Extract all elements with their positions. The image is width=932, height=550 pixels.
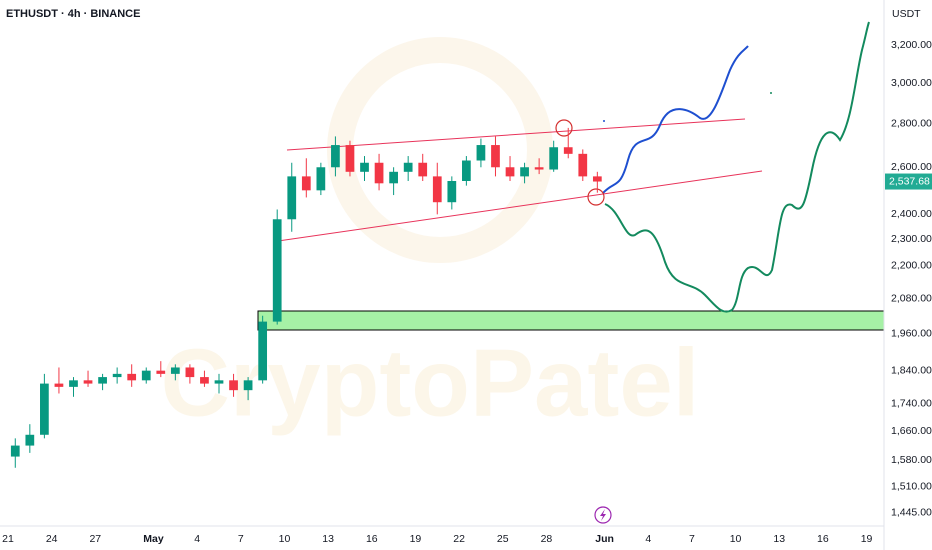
x-tick-label: 13 bbox=[773, 533, 785, 545]
y-tick-label: 2,400.00 bbox=[891, 208, 932, 220]
candle-body bbox=[374, 162, 384, 184]
dot bbox=[770, 92, 772, 94]
candle-body bbox=[141, 370, 151, 381]
candle-body bbox=[447, 180, 457, 203]
candle-body bbox=[476, 145, 486, 161]
candle-body bbox=[592, 176, 602, 182]
candle-body bbox=[389, 171, 398, 184]
candle-body bbox=[214, 380, 224, 384]
x-tick-label: 27 bbox=[89, 533, 101, 545]
y-unit: USDT bbox=[892, 8, 921, 20]
projection-bearish bbox=[604, 21, 870, 313]
candle-body bbox=[69, 380, 78, 387]
candle-body bbox=[185, 367, 195, 378]
candle-body bbox=[360, 162, 369, 172]
channel-upper bbox=[286, 118, 746, 151]
x-tick-label: Jun bbox=[595, 533, 614, 545]
candle-body bbox=[83, 380, 93, 384]
event-icon-bolt bbox=[600, 509, 606, 521]
candle-body bbox=[403, 162, 413, 172]
candle-body bbox=[549, 147, 559, 170]
candle-body bbox=[432, 176, 442, 203]
candle-body bbox=[462, 160, 471, 181]
y-tick-label: 3,200.00 bbox=[891, 39, 932, 51]
y-tick-label: 3,000.00 bbox=[891, 77, 932, 89]
x-tick-label: 10 bbox=[730, 533, 742, 545]
dot bbox=[603, 120, 605, 122]
highlight-circle bbox=[587, 188, 605, 206]
y-tick-label: 2,080.00 bbox=[891, 292, 932, 304]
channel-lower bbox=[277, 170, 763, 242]
candle-body bbox=[10, 445, 20, 457]
watermark-logo bbox=[327, 37, 553, 263]
y-tick-label: 1,740.00 bbox=[891, 397, 932, 409]
y-tick-label: 1,510.00 bbox=[891, 481, 932, 493]
x-tick-label: 19 bbox=[861, 533, 873, 545]
highlight-circle bbox=[555, 119, 573, 137]
candle-body bbox=[272, 219, 282, 322]
last-price-tag bbox=[885, 173, 932, 190]
candle-body bbox=[25, 434, 35, 446]
x-tick-label: 28 bbox=[541, 533, 553, 545]
projection-bullish bbox=[602, 45, 749, 194]
x-tick-label: 24 bbox=[46, 533, 58, 545]
x-tick-label: May bbox=[143, 533, 164, 545]
x-tick-label: 7 bbox=[238, 533, 244, 545]
candle-body bbox=[258, 321, 268, 381]
y-tick-label: 2,300.00 bbox=[891, 233, 932, 245]
candle-body bbox=[40, 383, 49, 435]
y-tick-label: 1,840.00 bbox=[891, 364, 932, 376]
y-tick-label: 2,800.00 bbox=[891, 117, 932, 129]
y-tick-label: 1,580.00 bbox=[891, 454, 932, 466]
x-tick-label: 19 bbox=[410, 533, 422, 545]
x-tick-label: 4 bbox=[645, 533, 651, 545]
candle-body bbox=[505, 167, 515, 177]
candle-body bbox=[331, 145, 340, 168]
candle-body bbox=[243, 380, 253, 391]
x-tick-label: 4 bbox=[194, 533, 200, 545]
candle-body bbox=[170, 367, 180, 374]
y-tick-label: 1,445.00 bbox=[891, 507, 932, 519]
x-tick-label: 22 bbox=[453, 533, 465, 545]
candle-body bbox=[345, 145, 355, 172]
x-tick-label: 7 bbox=[689, 533, 695, 545]
chart-title: ETHUSDT · 4h · BINANCE bbox=[6, 8, 140, 20]
candle-body bbox=[563, 147, 573, 154]
demand-zone bbox=[257, 310, 885, 331]
x-tick-label: 16 bbox=[366, 533, 378, 545]
candle-body bbox=[520, 167, 529, 177]
candle-body bbox=[418, 162, 428, 177]
candle-body bbox=[127, 373, 137, 381]
x-tick-label: 21 bbox=[2, 533, 14, 545]
candle-body bbox=[229, 380, 238, 391]
x-tick-label: 10 bbox=[279, 533, 291, 545]
candle-body bbox=[98, 377, 107, 384]
last-price-label: 2,537.68 bbox=[889, 175, 930, 187]
candle-body bbox=[200, 377, 209, 384]
candle-body bbox=[54, 383, 64, 387]
candle-body bbox=[287, 176, 297, 220]
watermark: CryptoPatel bbox=[161, 329, 700, 436]
x-tick-label: 13 bbox=[322, 533, 334, 545]
candle-body bbox=[112, 373, 122, 378]
y-tick-label: 1,660.00 bbox=[891, 425, 932, 437]
y-tick-label: 1,960.00 bbox=[891, 327, 932, 339]
y-tick-label: 2,200.00 bbox=[891, 259, 932, 271]
candle-body bbox=[316, 167, 326, 191]
x-tick-label: 25 bbox=[497, 533, 509, 545]
candle-body bbox=[534, 167, 544, 170]
candle-body bbox=[301, 176, 311, 191]
candle-body bbox=[156, 370, 166, 374]
candle-body bbox=[491, 145, 500, 168]
x-tick-label: 16 bbox=[817, 533, 829, 545]
candle-body bbox=[578, 153, 588, 177]
y-tick-label: 2,600.00 bbox=[891, 161, 932, 173]
